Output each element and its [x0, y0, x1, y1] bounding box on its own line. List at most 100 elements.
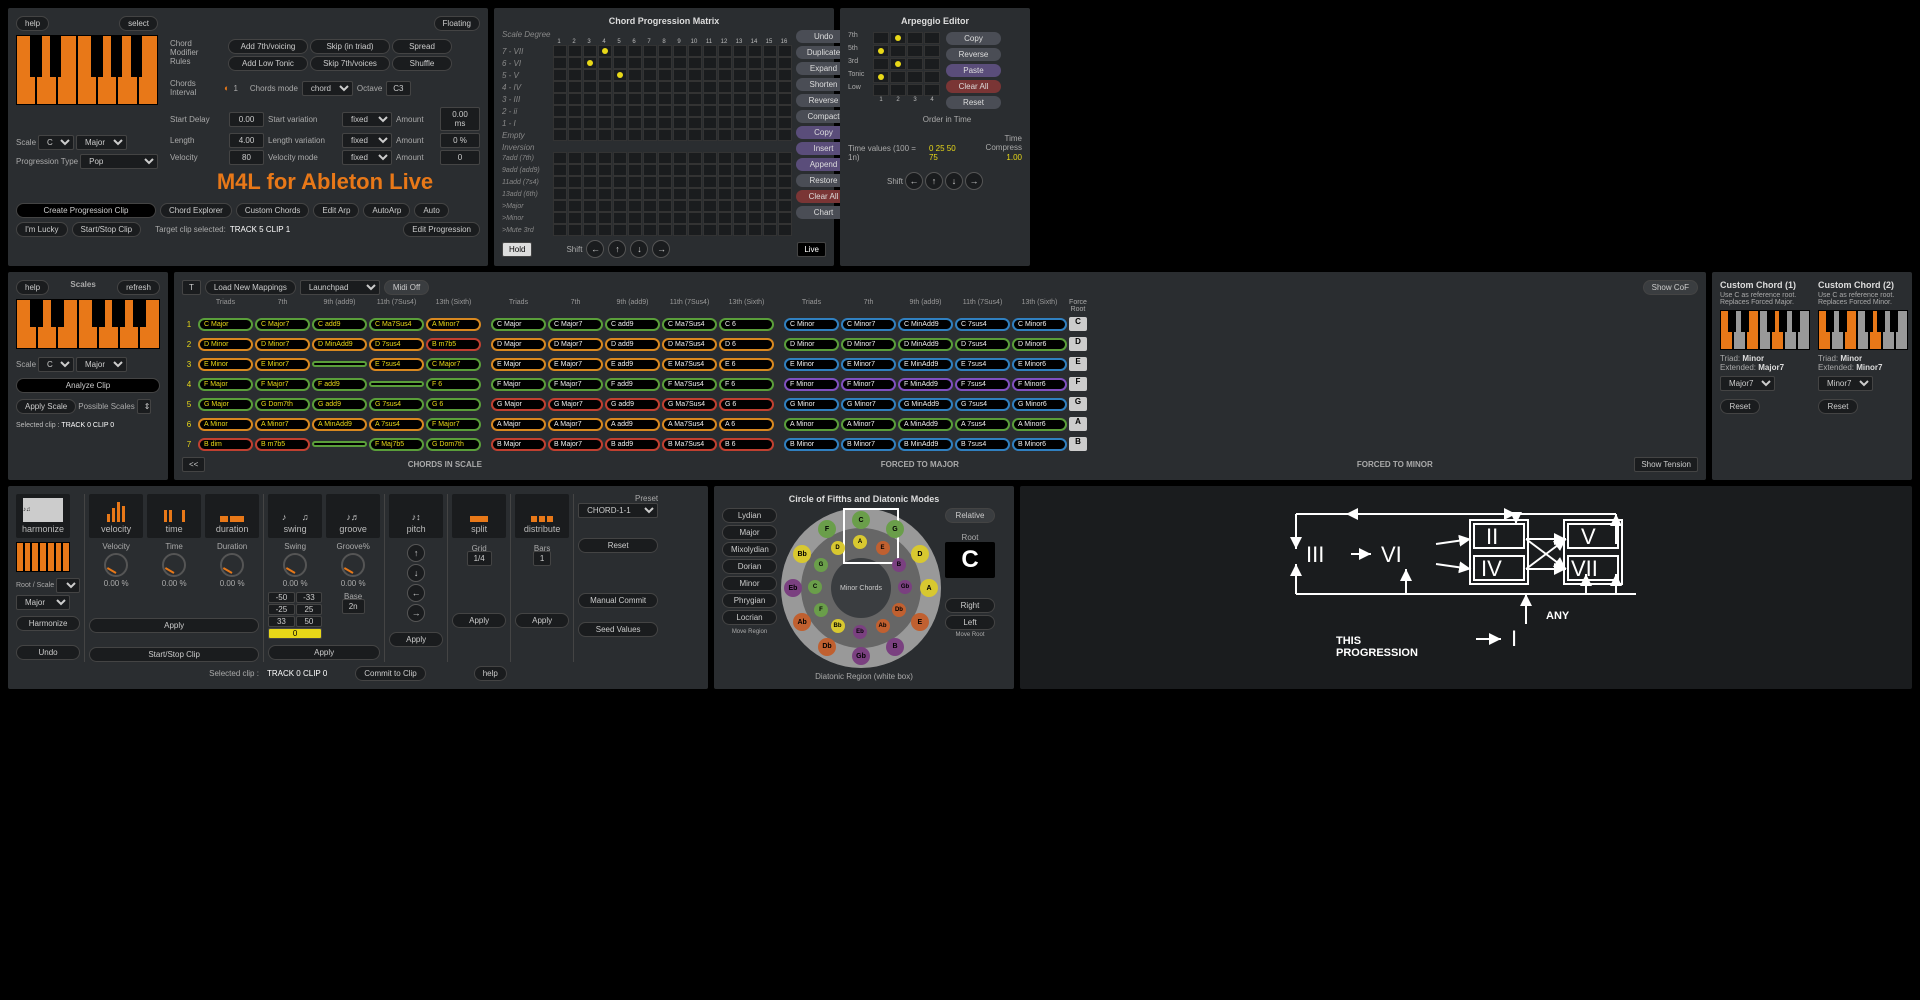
chord-cell[interactable]: A 7sus4: [955, 418, 1010, 431]
load-mappings-button[interactable]: Load New Mappings: [205, 280, 296, 295]
matrix-inv-cell[interactable]: [733, 176, 747, 188]
matrix-inv-cell[interactable]: [718, 212, 732, 224]
matrix-inv-cell[interactable]: [553, 164, 567, 176]
matrix-cell[interactable]: [658, 105, 672, 117]
matrix-inv-cell[interactable]: [598, 152, 612, 164]
matrix-inv-cell[interactable]: [568, 188, 582, 200]
matrix-cell[interactable]: [718, 45, 732, 57]
matrix-inv-cell[interactable]: [628, 224, 642, 236]
chord-cell[interactable]: C MinAdd9: [898, 318, 953, 331]
scale-root-select[interactable]: C: [38, 135, 74, 150]
force-root-G[interactable]: G: [1069, 397, 1087, 411]
chord-cell[interactable]: G add9: [312, 398, 367, 411]
force-root-B[interactable]: B: [1069, 437, 1087, 451]
matrix-cell[interactable]: [673, 69, 687, 81]
matrix-cell[interactable]: [613, 105, 627, 117]
custom1-reset-button[interactable]: Reset: [1720, 399, 1760, 414]
chord-explorer-button[interactable]: Chord Explorer: [160, 203, 232, 218]
chord-cell[interactable]: C Major7: [426, 358, 481, 371]
matrix-inv-cell[interactable]: [553, 152, 567, 164]
arp-cell[interactable]: [873, 32, 889, 44]
chord-cell[interactable]: F Minor7: [841, 378, 896, 391]
chord-cell[interactable]: A MinAdd9: [898, 418, 953, 431]
vel-mode-select[interactable]: fixed: [342, 150, 392, 165]
matrix-inv-cell[interactable]: [568, 200, 582, 212]
matrix-inv-cell[interactable]: [778, 176, 792, 188]
chord-cell[interactable]: D Major7: [548, 338, 603, 351]
pitch-tool[interactable]: ♪↕pitch: [389, 494, 443, 538]
seed-values-button[interactable]: Seed Values: [578, 622, 658, 637]
cof-left-button[interactable]: Left: [945, 615, 995, 630]
cof-note-B[interactable]: B: [886, 638, 904, 656]
skip-triad-button[interactable]: Skip (in triad): [310, 39, 390, 54]
matrix-inv-cell[interactable]: [733, 188, 747, 200]
chord-cell[interactable]: C Minor6: [1012, 318, 1067, 331]
add7-button[interactable]: Add 7th/voicing: [228, 39, 308, 54]
create-clip-button[interactable]: Create Progression Clip: [16, 203, 156, 218]
matrix-cell[interactable]: [688, 93, 702, 105]
matrix-inv-cell[interactable]: [673, 224, 687, 236]
matrix-cell[interactable]: [703, 57, 717, 69]
chord-cell[interactable]: E MinAdd9: [898, 358, 953, 371]
matrix-cell[interactable]: [658, 45, 672, 57]
matrix-inv-cell[interactable]: [748, 164, 762, 176]
auto-button[interactable]: Auto: [414, 203, 448, 218]
matrix-inv-cell[interactable]: [763, 176, 777, 188]
chord-cell[interactable]: F Major: [198, 378, 253, 391]
chord-cell[interactable]: B MinAdd9: [898, 438, 953, 451]
harm-help-button[interactable]: help: [474, 666, 507, 681]
matrix-cell[interactable]: [613, 69, 627, 81]
chord-cell[interactable]: F Major: [491, 378, 546, 391]
arp-cell[interactable]: [873, 45, 889, 57]
matrix-cell[interactable]: [778, 117, 792, 129]
harm-root-select[interactable]: C: [56, 578, 80, 593]
chord-cell[interactable]: B m7b5: [426, 338, 481, 351]
matrix-cell[interactable]: [658, 81, 672, 93]
matrix-inv-cell[interactable]: [583, 200, 597, 212]
matrix-cell[interactable]: [613, 57, 627, 69]
matrix-cell[interactable]: [733, 81, 747, 93]
matrix-cell[interactable]: [703, 105, 717, 117]
chord-cell[interactable]: A 7sus4: [369, 418, 424, 431]
amount-0[interactable]: 0: [440, 150, 480, 165]
octave-value[interactable]: C3: [386, 81, 410, 96]
matrix-cell[interactable]: [613, 129, 627, 141]
cof-note-C[interactable]: C: [852, 511, 870, 529]
matrix-inv-cell[interactable]: [628, 212, 642, 224]
matrix-cell[interactable]: [643, 117, 657, 129]
cof-note-G[interactable]: G: [886, 520, 904, 538]
chord-cell[interactable]: A add9: [605, 418, 660, 431]
start-stop-button[interactable]: Start/Stop Clip: [72, 222, 142, 237]
time-tool[interactable]: time: [147, 494, 201, 538]
chord-cell[interactable]: D Minor7: [255, 338, 310, 351]
matrix-inv-cell[interactable]: [778, 188, 792, 200]
matrix-inv-cell[interactable]: [568, 176, 582, 188]
matrix-cell[interactable]: [703, 117, 717, 129]
matrix-cell[interactable]: [553, 69, 567, 81]
back-button[interactable]: <<: [182, 457, 205, 472]
apply-scale-button[interactable]: Apply Scale: [16, 399, 76, 414]
mode-locrian-button[interactable]: Locrian: [722, 610, 777, 625]
matrix-cell[interactable]: [628, 105, 642, 117]
chord-cell[interactable]: D Major: [491, 338, 546, 351]
matrix-cell[interactable]: [643, 129, 657, 141]
analyze-clip-button[interactable]: Analyze Clip: [16, 378, 160, 393]
split-tool[interactable]: split: [452, 494, 506, 538]
arp-reset-button[interactable]: Reset: [946, 96, 1001, 109]
matrix-inv-cell[interactable]: [688, 188, 702, 200]
matrix-cell[interactable]: [628, 129, 642, 141]
arp-cell[interactable]: [907, 32, 923, 44]
matrix-inv-cell[interactable]: [643, 200, 657, 212]
matrix-inv-cell[interactable]: [553, 200, 567, 212]
matrix-cell[interactable]: [778, 81, 792, 93]
bars-value[interactable]: 1: [533, 551, 551, 566]
matrix-inv-cell[interactable]: [688, 164, 702, 176]
swing-dial[interactable]: [283, 553, 307, 577]
chord-cell[interactable]: D MinAdd9: [898, 338, 953, 351]
matrix-cell[interactable]: [568, 69, 582, 81]
matrix-inv-cell[interactable]: [553, 188, 567, 200]
matrix-inv-cell[interactable]: [673, 200, 687, 212]
matrix-cell[interactable]: [778, 45, 792, 57]
chord-cell[interactable]: E Ma7Sus4: [662, 358, 717, 371]
chord-cell[interactable]: F MinAdd9: [898, 378, 953, 391]
